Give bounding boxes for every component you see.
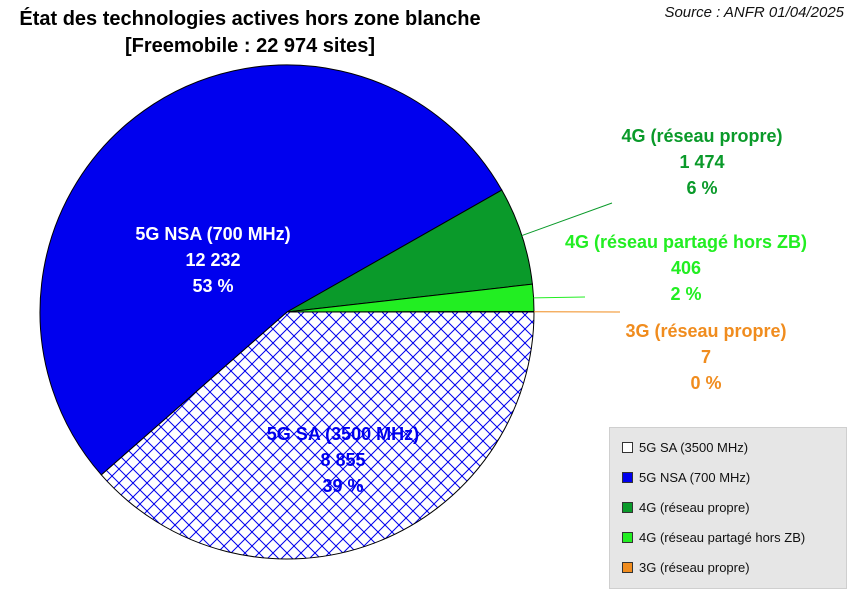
slice-label-4g-reseau-propre-name: 4G (réseau propre) <box>621 126 782 146</box>
leader-line-4g-reseau-partage-hors-zb <box>533 296 586 299</box>
legend-label: 4G (réseau propre) <box>639 500 750 515</box>
slice-label-4g-reseau-partage-hors-zb-value: 406 <box>671 258 701 278</box>
legend-swatch <box>622 472 633 483</box>
legend-label: 4G (réseau partagé hors ZB) <box>639 530 806 545</box>
slice-label-5g-sa-3500-mhz-value: 8 855 <box>320 450 365 470</box>
legend-item-5g-sa-3500-mhz: 5G SA (3500 MHz) <box>622 440 748 455</box>
slice-label-5g-nsa-700-mhz-value: 12 232 <box>185 250 240 270</box>
source-note: Source : ANFR 01/04/2025 <box>664 4 844 21</box>
slice-label-5g-nsa-700-mhz-percent: 53 % <box>192 276 233 296</box>
slice-label-4g-reseau-propre-percent: 6 % <box>686 178 717 198</box>
slice-label-5g-nsa-700-mhz-name: 5G NSA (700 MHz) <box>135 224 290 244</box>
slice-label-3g-reseau-propre-name: 3G (réseau propre) <box>625 321 786 341</box>
slice-label-4g-reseau-partage-hors-zb-name: 4G (réseau partagé hors ZB) <box>565 232 807 252</box>
legend-swatch <box>622 442 633 453</box>
slice-label-4g-reseau-partage-hors-zb-percent: 2 % <box>670 284 701 304</box>
slice-label-5g-sa-3500-mhz-percent: 39 % <box>322 476 363 496</box>
legend-item-5g-nsa-700-mhz: 5G NSA (700 MHz) <box>622 470 750 485</box>
legend-item-4g-reseau-propre: 4G (réseau propre) <box>622 500 750 515</box>
legend-label: 5G SA (3500 MHz) <box>639 440 749 455</box>
legend-swatch <box>622 562 633 573</box>
chart-legend: 5G SA (3500 MHz) 5G NSA (700 MHz) 4G (rése… <box>609 427 847 589</box>
chart-title: État des technologies actives hors zone … <box>19 8 481 30</box>
legend-label: 5G NSA (700 MHz) <box>639 470 751 485</box>
legend-item-4g-reseau-partage-hors-zb: 4G (réseau partagé hors ZB) <box>622 530 805 545</box>
pie-slice-5g-sa-3500-mhz <box>100 311 535 560</box>
legend-swatch <box>622 532 633 543</box>
slice-label-3g-reseau-propre-value: 7 <box>701 347 711 367</box>
slice-label-4g-reseau-propre-value: 1 474 <box>679 152 724 172</box>
slice-label-5g-sa-3500-mhz-name: 5G SA (3500 MHz) <box>267 424 419 444</box>
legend-swatch <box>622 502 633 513</box>
legend-label: 3G (réseau propre) <box>639 560 750 575</box>
leader-line-4g-reseau-propre <box>521 202 613 237</box>
pie-slice-5g-nsa-700-mhz <box>39 64 503 476</box>
legend-item-3g-reseau-propre: 3G (réseau propre) <box>622 560 750 575</box>
slice-label-3g-reseau-propre-percent: 0 % <box>690 373 721 393</box>
chart-subtitle: [Freemobile : 22 974 sites] <box>124 35 376 57</box>
